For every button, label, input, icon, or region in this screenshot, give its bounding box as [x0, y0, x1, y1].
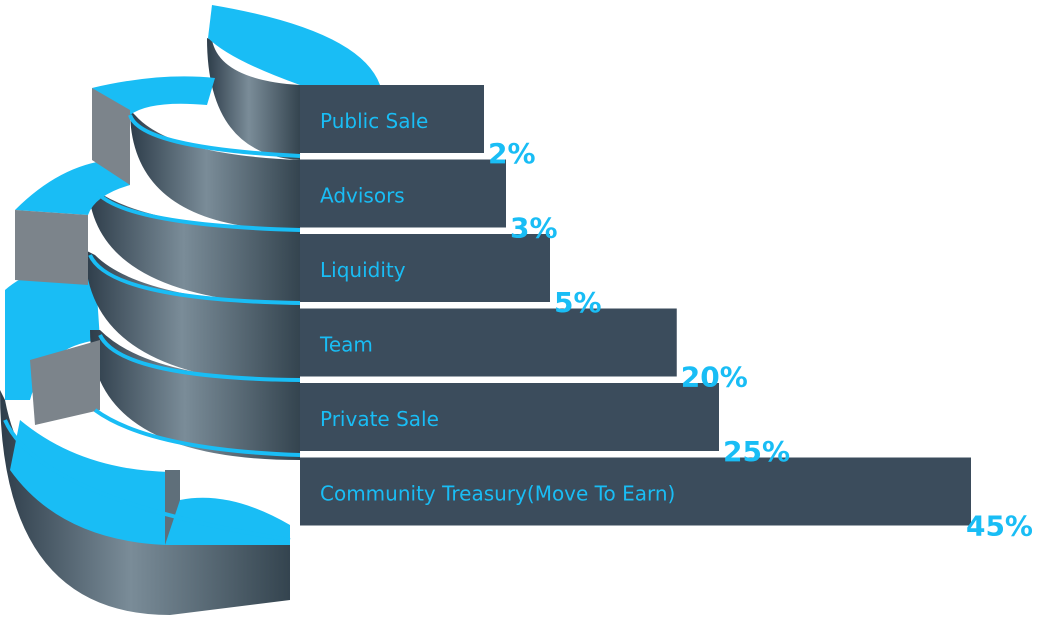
bar-4: [300, 383, 719, 451]
labels-group: Public Sale 2% Advisors 3% Liquidity 5% Team 20…: [319, 109, 1033, 543]
category-label-3: Team: [319, 333, 373, 357]
bars-group: [300, 85, 971, 526]
endcap-3: [30, 340, 100, 425]
value-label-4: 25%: [723, 435, 790, 468]
value-label-2: 5%: [554, 286, 602, 319]
category-label-0: Public Sale: [320, 109, 428, 133]
outer-ring-wall: [0, 390, 290, 615]
value-label-0: 2%: [488, 137, 536, 170]
bar-5: [300, 457, 971, 526]
category-label-5: Community Treasury(Move To Earn): [320, 482, 675, 506]
ring-wall-4: [85, 250, 300, 385]
bar-0: [300, 85, 484, 153]
spiral-decoration: [0, 5, 380, 615]
value-label-1: 3%: [510, 212, 558, 245]
category-label-4: Private Sale: [320, 407, 439, 431]
separator-lines: [3, 114, 301, 542]
bottom-ring-top: [10, 420, 170, 545]
cap-2: [92, 76, 215, 115]
category-label-1: Advisors: [320, 184, 405, 208]
outer-ring-top: [5, 264, 100, 400]
bar-3: [300, 308, 677, 377]
ring-wall-1: [207, 38, 300, 160]
cap-3: [15, 160, 130, 215]
bar-2: [300, 234, 550, 302]
endcap-1: [92, 88, 130, 185]
value-label-5: 45%: [966, 510, 1033, 543]
endcap-2: [15, 210, 88, 285]
bar-1: [300, 159, 506, 228]
cap-1: [208, 5, 380, 85]
ring-wall-3: [88, 180, 300, 305]
category-label-2: Liquidity: [320, 258, 406, 282]
value-label-3: 20%: [681, 361, 748, 394]
